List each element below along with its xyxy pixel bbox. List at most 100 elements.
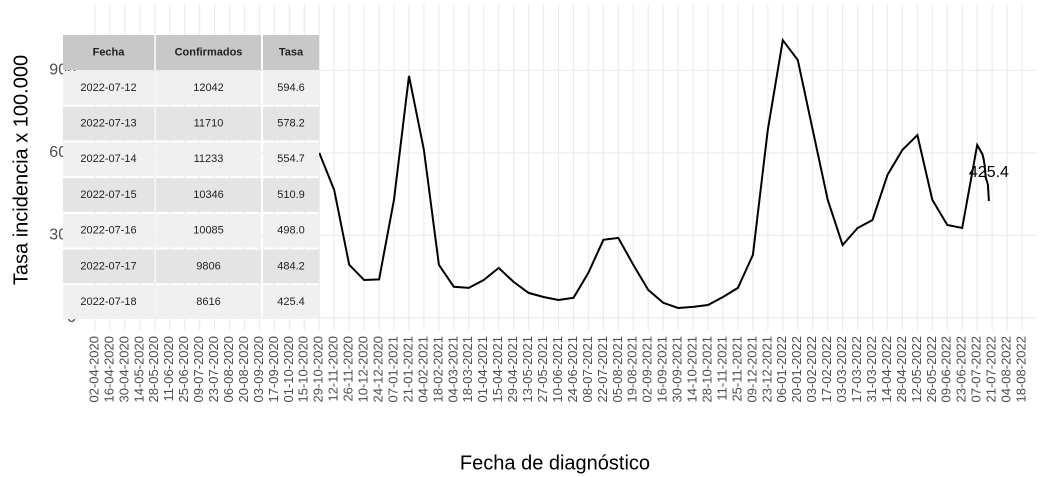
header-cell xyxy=(156,35,261,70)
x-tick-label: 24-12-2020 xyxy=(371,336,386,403)
table-cell xyxy=(156,285,261,319)
table-cell xyxy=(63,249,154,284)
line-series xyxy=(318,37,990,310)
x-tick-label: 28-05-2020 xyxy=(146,336,161,403)
cell-text: 510.9 xyxy=(277,189,305,201)
table: Fecha Confirmados Tasa 2022-07-12 12042 594.6… xyxy=(63,35,319,319)
cell-text: 2022-07-12 xyxy=(80,82,136,94)
x-tick-label: 29-10-2020 xyxy=(311,336,326,403)
x-tick-label: 04-03-2021 xyxy=(445,336,460,403)
x-tick-label: 09-06-2022 xyxy=(939,336,954,403)
table-cell xyxy=(263,178,319,212)
x-tick-label: 23-12-2021 xyxy=(759,336,774,403)
header-cell xyxy=(63,35,154,70)
table-cell xyxy=(156,178,261,212)
x-tick-label: 22-07-2021 xyxy=(595,336,610,403)
table-cell xyxy=(156,71,261,105)
x-tick-label: 04-08-2022 xyxy=(999,336,1014,403)
x-tick-label: 07-01-2021 xyxy=(385,336,400,403)
x-tick-label: 17-09-2020 xyxy=(266,336,281,403)
x-tick-label: 25-06-2020 xyxy=(176,336,191,403)
x-tick-label: 11-06-2020 xyxy=(161,336,176,402)
x-tick-label: 20-01-2022 xyxy=(789,336,804,403)
table-cell xyxy=(63,106,154,141)
x-tick-label: 23-07-2020 xyxy=(206,336,221,403)
x-tick-label: 01-04-2021 xyxy=(475,336,490,403)
table-cell xyxy=(156,106,261,141)
x-axis-title: Fecha de diagnóstico xyxy=(460,452,650,474)
x-tick-label: 18-02-2021 xyxy=(430,336,445,403)
x-tick-label: 06-08-2020 xyxy=(221,336,236,403)
cell-text: 554.7 xyxy=(277,153,305,165)
x-tick-label: 09-07-2020 xyxy=(191,336,206,403)
x-tick-label: 19-08-2021 xyxy=(625,336,640,403)
x-tick-label: 28-04-2022 xyxy=(894,336,909,403)
table-cell xyxy=(63,71,154,105)
x-tick-label: 10-12-2020 xyxy=(356,336,371,403)
x-tick-label: 29-04-2021 xyxy=(505,336,520,403)
x-tick-label: 02-04-2020 xyxy=(86,336,101,403)
x-tick-label: 16-09-2021 xyxy=(655,336,670,403)
table-cell xyxy=(263,285,319,319)
x-tick-label: 03-03-2022 xyxy=(834,336,849,403)
header-cell xyxy=(263,35,319,70)
cell-text: 12042 xyxy=(193,82,224,94)
x-tick-label: 25-11-2021 xyxy=(729,336,744,402)
x-tick-label: 26-11-2020 xyxy=(341,336,356,402)
table-cell xyxy=(63,142,154,177)
x-tick-label: 04-02-2021 xyxy=(415,336,430,403)
x-tick-label: 31-03-2022 xyxy=(864,336,879,403)
x-tick-label: 06-01-2022 xyxy=(774,336,789,403)
x-tick-label: 21-01-2021 xyxy=(400,336,415,403)
x-tick-label: 08-07-2021 xyxy=(580,336,595,403)
cell-text: 2022-07-16 xyxy=(80,225,136,237)
table-cell xyxy=(263,106,319,141)
y-axis-title: Tasa incidencia x 100.000 xyxy=(10,55,32,285)
cell-text: 425.4 xyxy=(277,296,305,308)
cell-text: 11233 xyxy=(194,153,224,165)
x-tick-label: 14-04-2022 xyxy=(879,336,894,403)
cell-text: 8616 xyxy=(196,296,220,308)
x-tick-label: 13-05-2021 xyxy=(520,336,535,403)
x-tick-label: 28-10-2021 xyxy=(699,336,714,403)
header-label: Tasa xyxy=(279,46,304,58)
cell-text: 10346 xyxy=(193,189,224,201)
x-tick-label: 16-04-2020 xyxy=(101,336,116,403)
x-tick-label: 18-08-2022 xyxy=(1013,336,1028,403)
table-cell xyxy=(263,213,319,248)
table-cell xyxy=(263,249,319,284)
annotation: 425.4 xyxy=(969,164,1009,181)
table-cell xyxy=(63,285,154,319)
table-cell xyxy=(63,213,154,248)
cell-text: 9806 xyxy=(196,260,220,272)
cell-text: 2022-07-13 xyxy=(80,117,136,129)
table-cell xyxy=(156,249,261,284)
x-tick-label: 03-09-2020 xyxy=(251,336,266,403)
x-tick-label: 12-11-2020 xyxy=(326,336,341,402)
x-tick-label: 09-12-2021 xyxy=(744,336,759,403)
x-tick-label: 10-06-2021 xyxy=(550,336,565,403)
cell-text: 2022-07-15 xyxy=(80,189,136,201)
cell-text: 2022-07-14 xyxy=(80,153,136,165)
x-tick-label: 20-08-2020 xyxy=(236,336,251,403)
x-tick-label: 30-09-2021 xyxy=(670,336,685,403)
x-tick-label: 24-06-2021 xyxy=(565,336,580,403)
cell-text: 2022-07-18 xyxy=(80,296,136,308)
x-tick-label: 05-08-2021 xyxy=(610,336,625,403)
cell-text: 578.2 xyxy=(277,117,305,129)
table-cell xyxy=(263,71,319,105)
x-tick-label: 15-10-2020 xyxy=(296,336,311,403)
x-tick-label: 26-05-2022 xyxy=(924,336,939,403)
x-tick-label: 01-10-2020 xyxy=(281,336,296,403)
cell-text: 594.6 xyxy=(277,82,305,94)
x-tick-label: 14-10-2021 xyxy=(685,336,700,403)
x-tick-label: 14-05-2020 xyxy=(131,336,146,403)
x-tick-label: 21-07-2022 xyxy=(984,336,999,403)
table-cell xyxy=(156,213,261,248)
x-tick-label: 15-04-2021 xyxy=(490,336,505,403)
x-tick-label: 07-07-2022 xyxy=(969,336,984,403)
cell-text: 10085 xyxy=(193,225,224,237)
x-tick-label: 18-03-2021 xyxy=(460,336,475,403)
x-tick-label: 03-02-2022 xyxy=(804,336,819,403)
